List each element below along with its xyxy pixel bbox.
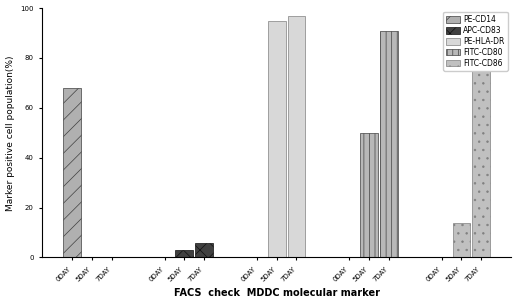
Bar — [452, 223, 470, 257]
Y-axis label: Marker positive cell population(%): Marker positive cell population(%) — [6, 55, 14, 211]
Bar — [360, 133, 378, 257]
Bar — [175, 250, 193, 257]
X-axis label: FACS  check  MDDC molecular marker: FACS check MDDC molecular marker — [174, 288, 379, 299]
Bar — [63, 88, 81, 257]
Bar — [380, 30, 398, 257]
Bar — [268, 21, 285, 257]
Bar — [472, 26, 490, 257]
Bar — [195, 243, 213, 257]
Legend: PE-CD14, APC-CD83, PE-HLA-DR, FITC-CD80, FITC-CD86: PE-CD14, APC-CD83, PE-HLA-DR, FITC-CD80,… — [444, 12, 508, 71]
Bar — [287, 16, 306, 257]
